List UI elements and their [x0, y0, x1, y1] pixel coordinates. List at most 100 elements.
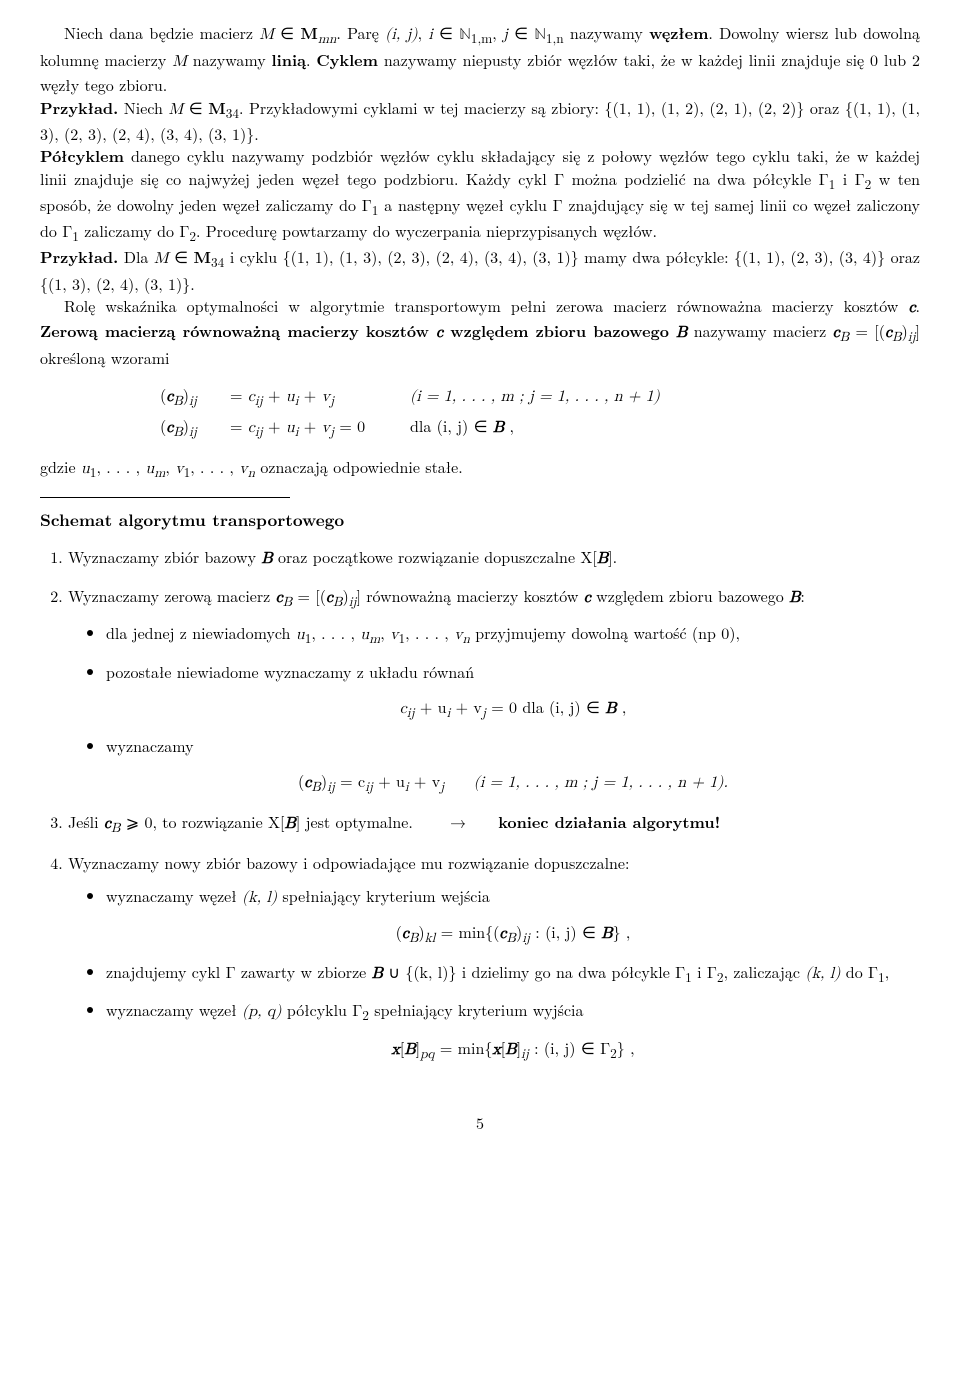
sym: u	[286, 420, 295, 436]
text: spełniający kryterium wyjścia	[369, 998, 584, 1021]
text: do Γ	[840, 960, 878, 983]
paragraph-constants: gdzie u1, . . . , um, v1, . . . , vn ozn…	[40, 456, 920, 483]
sym-B: B	[285, 816, 296, 832]
text: . Parę	[336, 21, 385, 44]
sub: B	[111, 821, 120, 835]
text: Wyznaczamy zerową macierz	[68, 584, 276, 607]
text: nazywamy macierz	[687, 319, 832, 342]
text-end: koniec działania algorytmu!	[498, 810, 720, 833]
paragraph-halfcycle: Półcyklem danego cyklu nazywamy podzbiór…	[40, 145, 920, 246]
term-line: linią	[272, 48, 306, 71]
text: ] równoważną macierzy kosztów	[357, 584, 584, 607]
sym-cB: c	[833, 325, 840, 341]
sym-N: ℕ	[534, 27, 546, 43]
sub: pq	[420, 1047, 434, 1061]
text: } ,	[617, 1036, 635, 1059]
sym: c	[326, 590, 333, 606]
step-3: Jeśli cB ⩾ 0, to rozwiązanie X[B] jest o…	[68, 811, 920, 838]
text: ,	[885, 960, 889, 983]
sym-B: B	[601, 926, 612, 942]
sub: 1,m	[471, 28, 492, 47]
sub: 34	[226, 103, 239, 122]
sym: v	[175, 461, 183, 477]
text: ∈	[183, 96, 208, 119]
text: Dla	[118, 245, 154, 268]
text: ∪ {(k, l)} i dzielimy go na dwa półcykle…	[383, 960, 685, 983]
text: oraz	[804, 96, 845, 119]
sym-B: B	[597, 551, 608, 567]
text: i Γ	[692, 960, 717, 983]
text: i Γ	[835, 167, 864, 190]
divider-rule	[40, 497, 290, 498]
step-4: Wyznaczamy nowy zbiór bazowy i odpowiada…	[68, 852, 920, 1064]
bullet-4b: znajdujemy cykl Γ zawarty w zbiorze B ∪ …	[106, 961, 920, 987]
term-node: węzłem	[649, 21, 708, 44]
term-zero-matrix: Zerową macierzą równoważną macierzy kosz…	[40, 319, 436, 342]
sym: u	[81, 461, 90, 477]
text: oraz początkowe rozwiązanie dopuszczalne…	[273, 545, 597, 568]
sub: ij	[349, 595, 357, 609]
sym-B: B	[404, 1042, 415, 1058]
section-title-schema: Schemat algorytmu transportowego	[40, 508, 920, 532]
sym: c	[276, 590, 283, 606]
page-number: 5	[40, 1112, 920, 1135]
sub: 2	[189, 227, 196, 246]
sub: B	[311, 780, 320, 794]
text: = [(	[292, 584, 326, 607]
sym: u	[145, 461, 154, 477]
sym-B: B	[372, 966, 383, 982]
text: Rolę wskaźnika optymalności w algorytmie…	[64, 294, 908, 317]
pair-ij: (i, j)	[385, 27, 417, 43]
text: .	[190, 272, 194, 295]
text: + v	[409, 769, 441, 792]
text: : (i, j) ∈ Γ	[529, 1036, 610, 1059]
sym: v	[239, 461, 247, 477]
range: (i = 1, . . . , m ; j = 1, . . . , n + 1…	[410, 389, 660, 405]
text: . Procedurę powtarzamy do wyczerpania ni…	[196, 219, 657, 242]
sub: ij	[255, 425, 263, 439]
sub: 1	[685, 967, 692, 986]
text: . Przykładowymi cyklami w tej macierzy s…	[239, 96, 604, 119]
sym: c	[248, 420, 255, 436]
bullet-4c: wyznaczamy węzeł (p, q) półcyklu Γ2 speł…	[106, 999, 920, 1064]
bullet-2b: pozostałe niewiadome wyznaczamy z układu…	[106, 661, 920, 723]
text: ∈	[433, 21, 459, 44]
sym-B: B	[789, 590, 800, 606]
text: = [(	[849, 319, 885, 342]
pair-pq: (p, q)	[242, 1004, 282, 1020]
set: {(1, 1), (1, 3), (2, 3), (2, 4), (3, 4),…	[283, 245, 579, 268]
sub: B	[840, 330, 849, 344]
sub: ij	[327, 780, 335, 794]
text: +	[298, 383, 321, 406]
sym: u	[296, 627, 305, 643]
sub: m	[369, 632, 380, 646]
pair-kl: (k, l)	[242, 890, 277, 906]
sym: c	[584, 590, 591, 606]
sub: B	[892, 330, 901, 344]
text: nazywamy	[564, 21, 649, 44]
sub: kl	[425, 932, 436, 946]
sym: v	[390, 627, 398, 643]
equation-min-exit: x[B]pq = min{x[B]ij : (i, j) ∈ Γ2} ,	[106, 1037, 920, 1064]
half-1: {(1, 1), (2, 3), (3, 4)}	[734, 245, 885, 268]
text: = min{	[435, 1036, 493, 1059]
paragraph-definitions: Niech dana będzie macierz M ∈ Mmn. Parę …	[40, 22, 920, 97]
text: spełniający kryterium wejścia	[277, 884, 490, 907]
sub: mn	[318, 32, 337, 46]
sym: c	[104, 816, 111, 832]
sym: u	[286, 389, 295, 405]
sub: n	[463, 632, 470, 646]
sym-B: B	[676, 325, 687, 341]
text: ,	[504, 414, 514, 437]
sub: ij	[407, 706, 415, 720]
text: +	[263, 383, 286, 406]
text: ].	[608, 545, 617, 568]
text: i cyklu	[224, 245, 282, 268]
sub: 34	[211, 253, 224, 272]
sub: 1	[878, 967, 885, 986]
sub: ij	[521, 1047, 529, 1061]
bullet-4a: wyznaczamy węzeł (k, l) spełniający kryt…	[106, 885, 920, 949]
sub: B	[409, 932, 418, 946]
text: wyznaczamy węzeł	[106, 884, 242, 907]
text: znajdujemy cykl Γ zawarty w zbiorze	[106, 960, 372, 983]
